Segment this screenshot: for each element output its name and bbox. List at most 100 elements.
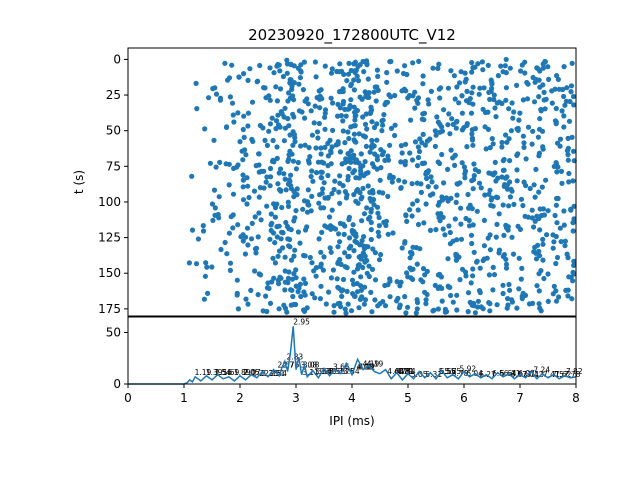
raster-point: [309, 193, 315, 199]
raster-point: [374, 137, 380, 143]
raster-point: [571, 258, 577, 264]
raster-point: [388, 94, 394, 100]
raster-point: [285, 236, 291, 242]
raster-point: [251, 188, 258, 194]
raster-point: [536, 288, 542, 294]
raster-point: [494, 302, 500, 308]
peak-annotation: 3.08: [301, 361, 318, 370]
raster-point: [538, 308, 544, 314]
raster-point: [235, 306, 241, 312]
raster-point: [554, 220, 560, 226]
raster-point: [414, 261, 420, 267]
peak-annotation: 5.05: [411, 370, 428, 379]
raster-point: [369, 266, 376, 272]
raster-point: [286, 90, 292, 96]
raster-point: [235, 162, 241, 168]
raster-point: [561, 124, 567, 130]
raster-point: [502, 175, 509, 181]
raster-point: [445, 256, 451, 262]
raster-point: [226, 230, 232, 236]
raster-point: [284, 70, 290, 76]
raster-point: [256, 210, 262, 216]
raster-point: [566, 118, 573, 124]
raster-point: [292, 215, 298, 221]
raster-point: [328, 70, 335, 76]
raster-point: [345, 151, 351, 157]
raster-point: [461, 164, 467, 170]
raster-point: [567, 98, 573, 105]
raster-point: [437, 121, 443, 128]
raster-point: [318, 174, 324, 181]
raster-point: [253, 163, 259, 169]
raster-point: [318, 264, 324, 270]
raster-point: [481, 243, 487, 249]
raster-point: [349, 277, 356, 283]
raster-point: [312, 59, 318, 65]
raster-point: [230, 225, 236, 231]
raster-point: [487, 145, 493, 151]
raster-point: [536, 94, 542, 100]
raster-point: [506, 203, 512, 209]
raster-point: [529, 215, 535, 221]
raster-point: [383, 222, 389, 229]
raster-point: [255, 234, 261, 240]
raster-point: [226, 75, 233, 81]
raster-point: [356, 175, 362, 181]
raster-point: [416, 58, 422, 64]
raster-point: [539, 184, 545, 190]
raster-point: [398, 185, 404, 191]
raster-point: [569, 134, 575, 140]
raster-point: [385, 153, 391, 159]
raster-point: [340, 98, 347, 105]
raster-point: [231, 119, 237, 125]
raster-point: [216, 215, 222, 221]
raster-point: [217, 159, 223, 165]
raster-point: [425, 184, 431, 190]
raster-point: [276, 223, 282, 229]
raster-point: [478, 304, 484, 310]
raster-point: [288, 302, 294, 308]
raster-point: [571, 271, 577, 277]
raster-point: [433, 184, 439, 190]
peak-annotation: 4.08: [357, 363, 374, 372]
raster-point: [329, 144, 335, 150]
raster-point: [376, 223, 382, 229]
raster-point: [318, 249, 324, 255]
raster-point: [487, 187, 493, 193]
raster-point: [309, 168, 315, 174]
raster-point: [244, 225, 251, 231]
raster-point: [256, 151, 262, 157]
raster-point: [414, 198, 420, 204]
raster-point: [447, 229, 453, 236]
raster-point: [537, 227, 543, 233]
raster-point: [360, 250, 366, 256]
raster-point: [465, 191, 471, 198]
raster-point: [242, 147, 248, 153]
raster-point: [384, 70, 390, 76]
raster-point: [402, 162, 408, 168]
raster-point: [290, 142, 296, 148]
raster-point: [531, 224, 537, 230]
raster-point: [241, 113, 247, 119]
raster-point: [407, 255, 413, 261]
peak-annotation: 7.13: [527, 370, 544, 379]
peak-annotation: 1.56: [215, 368, 232, 377]
raster-point: [375, 210, 381, 216]
raster-point: [545, 298, 551, 304]
raster-point: [542, 59, 549, 65]
raster-point: [279, 204, 285, 211]
raster-point: [424, 175, 430, 182]
raster-point: [448, 292, 454, 299]
raster-point: [504, 186, 511, 192]
raster-point: [207, 160, 213, 166]
raster-point: [470, 101, 476, 107]
raster-point: [474, 259, 480, 265]
raster-point: [210, 217, 216, 223]
raster-point: [370, 196, 377, 203]
raster-point: [358, 168, 364, 174]
histogram-x-tick-label: 5: [404, 391, 412, 405]
raster-point: [536, 271, 542, 277]
raster-point: [418, 189, 424, 195]
peak-annotation: 3.08: [303, 361, 320, 370]
peak-annotation: 5.78: [452, 369, 469, 378]
